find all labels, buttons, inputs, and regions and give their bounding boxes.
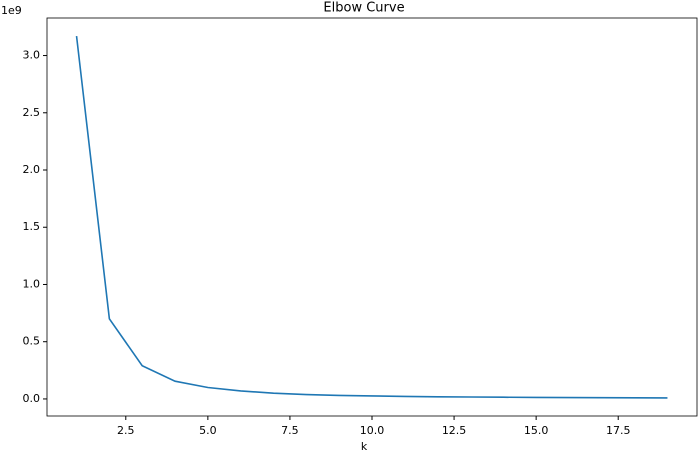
x-axis-label: k [361,440,368,453]
y-tick-label: 2.5 [23,106,41,119]
y-tick-label: 1.5 [23,220,41,233]
y-tick-label: 3.0 [23,49,41,62]
x-tick-label: 15.0 [524,424,549,437]
chart-title: Elbow Curve [323,1,404,16]
plot-frame [46,17,698,417]
x-tick-label: 10.0 [360,424,385,437]
y-tick-label: 1.0 [23,277,41,290]
line [75,35,668,399]
y-tick-label: 0.0 [23,392,41,405]
y-tick-label: 0.5 [23,335,41,348]
x-tick-label: 5.0 [199,424,217,437]
x-tick-label: 7.5 [281,424,299,437]
x-tick-label: 2.5 [117,424,135,437]
x-tick-label: 12.5 [442,424,467,437]
x-tick-label: 17.5 [606,424,631,437]
y-offset-label: 1e9 [1,4,22,17]
y-tick-label: 2.0 [23,163,41,176]
